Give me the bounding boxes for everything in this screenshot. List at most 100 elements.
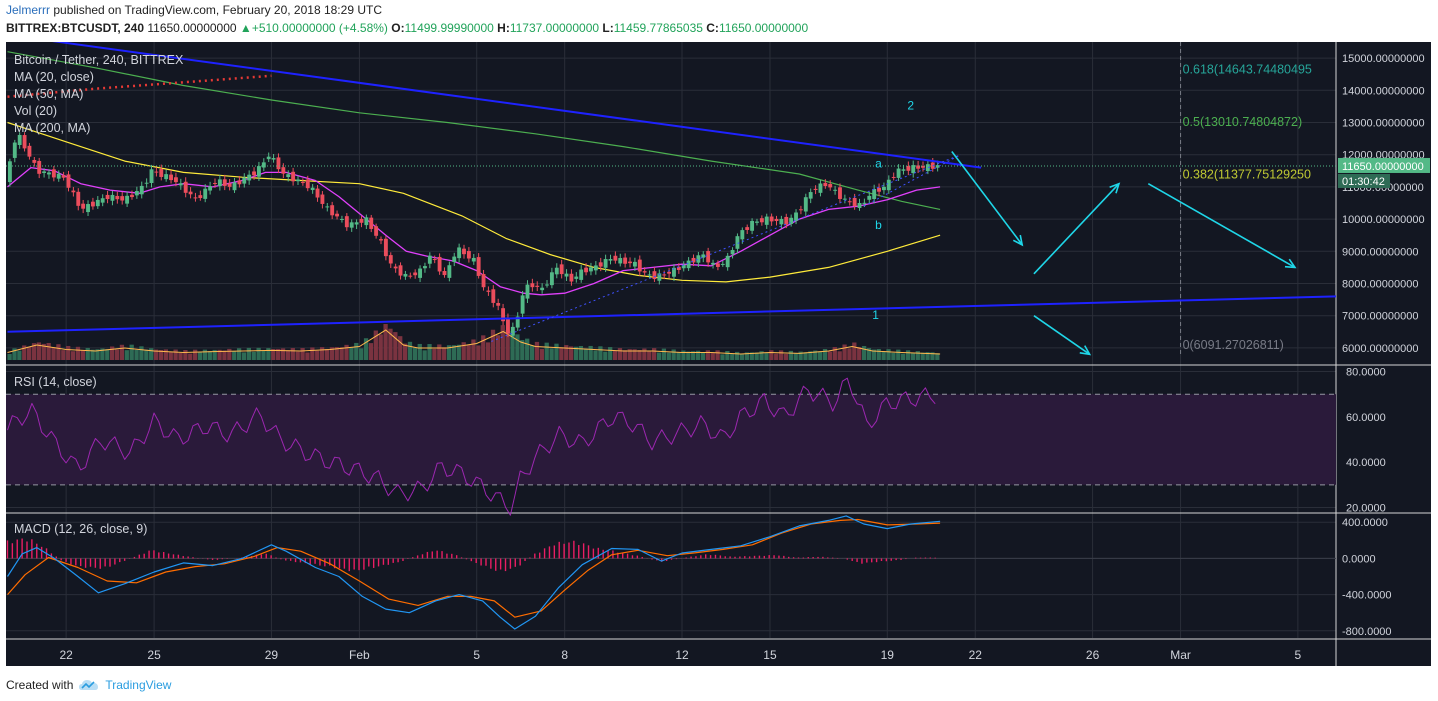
time-tick-label: 8 <box>561 648 568 662</box>
footer: Created with TradingView <box>6 676 171 694</box>
candle-body <box>618 258 623 264</box>
volume-bar <box>554 343 559 360</box>
volume-bar <box>778 350 784 360</box>
projection-arrowhead-0 <box>1012 234 1024 247</box>
candle-body <box>359 218 364 223</box>
price-tick-label: 10000.00000000 <box>1342 214 1425 226</box>
candle-body <box>886 179 891 191</box>
candle-body <box>457 247 462 259</box>
wave-label-wave_b: b <box>875 218 882 232</box>
candle-body <box>779 218 784 225</box>
macd-line <box>6 515 941 630</box>
candle-body <box>222 179 227 186</box>
candle-body <box>735 236 740 249</box>
volume-bar <box>925 352 930 360</box>
projection-arrow-0 <box>951 150 1023 246</box>
low-value: 11459.77865035 <box>613 21 703 35</box>
candle-body <box>676 266 681 270</box>
volume-bar <box>920 352 925 360</box>
price-badge-bg <box>1338 157 1430 173</box>
price-tick-label: 9000.00000000 <box>1342 246 1418 258</box>
time-tick-label: 19 <box>881 648 895 662</box>
candle-body <box>169 174 173 181</box>
volume-bar <box>256 347 261 360</box>
volume-bar <box>334 347 339 360</box>
volume-bar <box>110 346 115 360</box>
volume-bar <box>212 349 217 360</box>
volume-bar <box>114 349 120 360</box>
candle-body <box>56 173 61 179</box>
volume-bar <box>90 349 95 360</box>
volume-bar <box>539 348 544 360</box>
candle-body <box>286 174 291 178</box>
volume-bar <box>266 348 271 360</box>
candle-body <box>252 171 256 176</box>
volume-bar <box>398 336 403 360</box>
fib-label-f618: 0.618(14643.74480495 <box>1183 63 1312 77</box>
projection-arrowhead-2 <box>1284 258 1297 269</box>
volume-bar <box>476 345 481 360</box>
candle-body <box>315 188 320 198</box>
projection-arrow-1 <box>1033 183 1120 275</box>
candle-body <box>90 201 95 207</box>
candle-body <box>418 268 423 278</box>
volume-bar <box>339 347 344 360</box>
candle-body <box>188 191 193 195</box>
candle-body <box>745 227 750 230</box>
volume-bar <box>383 323 388 360</box>
volume-bar <box>427 344 432 360</box>
volume-bar <box>310 347 315 360</box>
candle-body <box>842 198 847 200</box>
volume-bar <box>461 342 466 360</box>
lower-trendline <box>7 295 1337 333</box>
macd-tick-label: -800.0000 <box>1342 626 1392 638</box>
candle-body <box>593 265 598 271</box>
volume-bar <box>144 349 149 360</box>
volume-bar <box>749 352 754 360</box>
volume-bar <box>647 351 652 360</box>
candle-body <box>628 261 632 264</box>
candle-body <box>652 271 657 280</box>
chart-area[interactable]: 2 a b 1 0.618(14643.74480495 0.5(13010.748048… <box>6 42 1431 666</box>
volume-bar <box>525 338 530 360</box>
volume-bar <box>754 352 759 360</box>
author-link[interactable]: Jelmerrr <box>6 3 50 17</box>
low-label: L: <box>602 21 614 35</box>
volume-bar <box>559 347 564 360</box>
candle-body <box>774 218 779 221</box>
candle-body <box>623 257 628 264</box>
fib-label-f5: 0.5(13010.74804872) <box>1183 115 1303 129</box>
volume-bar <box>315 350 320 360</box>
candle-body <box>686 260 691 269</box>
volume-bar <box>26 346 32 360</box>
candle-body <box>496 302 501 306</box>
volume-bar <box>163 349 168 360</box>
candle-body <box>296 179 300 182</box>
candle-body <box>877 187 881 192</box>
volume-bar <box>739 353 745 360</box>
chart-canvas[interactable]: 2 a b 1 0.618(14643.74480495 0.5(13010.748048… <box>6 42 1431 666</box>
candle-body <box>857 202 862 208</box>
rsi-tick-label: 20.0000 <box>1346 502 1386 514</box>
rsi-tick-label: 40.0000 <box>1346 457 1386 469</box>
volume-bar <box>490 329 496 360</box>
candle-body <box>139 185 144 195</box>
volume-bar <box>412 347 418 360</box>
time-tick-label: Mar <box>1170 648 1191 662</box>
candle-body <box>867 195 872 200</box>
candle-body <box>711 262 715 265</box>
volume-bar <box>813 350 818 360</box>
fib-label-f382: 0.382(11377.75129250 <box>1183 168 1311 182</box>
volume-bar <box>485 342 491 360</box>
candle-body <box>725 255 730 268</box>
volume-bar <box>276 348 281 360</box>
candle-body <box>281 167 286 174</box>
candle-body <box>183 181 188 193</box>
volume-bar <box>852 342 857 360</box>
volume-bar <box>818 351 823 360</box>
volume-bar <box>622 350 627 360</box>
tradingview-link[interactable]: TradingView <box>79 678 171 692</box>
candle-body <box>12 142 17 158</box>
volume-bar <box>285 350 291 360</box>
candle-body <box>76 191 81 206</box>
